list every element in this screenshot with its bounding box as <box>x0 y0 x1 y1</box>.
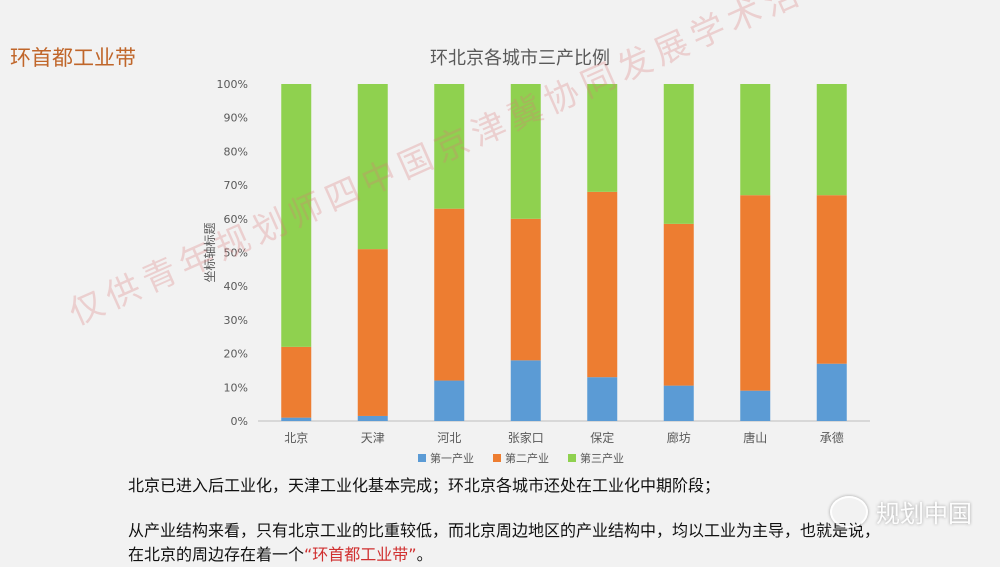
bar-segment <box>357 415 388 421</box>
x-tick-label: 河北 <box>437 431 461 445</box>
y-tick-label: 100% <box>217 78 248 91</box>
paragraph-structure: 从产业结构来看，只有北京工业的比重较低，而北京周边地区的产业结构中，均以工业为主… <box>128 519 888 567</box>
x-tick-label: 唐山 <box>743 430 767 445</box>
bar-segment <box>816 195 847 364</box>
legend-label: 第一产业 <box>430 451 474 465</box>
bar-segment <box>434 84 465 209</box>
legend-swatch <box>418 454 426 462</box>
highlight-term: “环首都工业带” <box>304 545 417 564</box>
y-axis-label: 坐标轴标题 <box>202 222 217 282</box>
bar-segment <box>434 208 465 381</box>
legend-label: 第二产业 <box>505 451 549 465</box>
y-tick-label: 40% <box>224 280 248 293</box>
bar-segment <box>740 84 771 196</box>
chart-title: 环北京各城市三产比例 <box>430 48 610 69</box>
y-tick-label: 70% <box>224 179 248 192</box>
x-tick-label: 廊坊 <box>667 430 691 445</box>
brand-badge: 规划中国 <box>830 494 972 529</box>
bar-segment <box>510 218 541 361</box>
bar-segment <box>434 380 465 421</box>
paragraph-structure-end: 。 <box>416 545 433 564</box>
bar-segment <box>740 390 771 421</box>
x-tick-label: 保定 <box>590 430 614 445</box>
legend-swatch <box>568 454 576 462</box>
y-tick-label: 90% <box>224 112 248 125</box>
bar-segment <box>663 385 694 421</box>
y-tick-label: 30% <box>224 314 248 327</box>
bar-segment <box>357 249 388 416</box>
bar-segment <box>816 363 847 421</box>
bar-segment <box>587 84 618 192</box>
x-tick-label: 天津 <box>361 431 385 445</box>
legend-label: 第三产业 <box>580 451 624 465</box>
y-tick-label: 20% <box>224 348 248 361</box>
y-tick-label: 60% <box>224 213 248 226</box>
slide-title: 环首都工业带 <box>10 46 136 70</box>
paragraph-summary: 北京已进入后工业化，天津工业化基本完成；环北京各城市还处在工业化中期阶段； <box>128 476 721 495</box>
y-tick-label: 10% <box>224 381 248 394</box>
bar-segment <box>281 84 312 347</box>
bar-segment <box>740 195 771 391</box>
bar-segment <box>281 346 312 418</box>
y-tick-label: 0% <box>231 415 248 428</box>
wechat-icon <box>830 495 868 528</box>
x-tick-label: 承德 <box>820 430 844 445</box>
bar-segment <box>663 223 694 386</box>
paragraph-structure-text: 从产业结构来看，只有北京工业的比重较低，而北京周边地区的产业结构中，均以工业为主… <box>128 521 881 564</box>
bar-segment <box>281 417 312 421</box>
bar-segment <box>816 84 847 196</box>
bar-segment <box>357 84 388 250</box>
y-tick-label: 50% <box>224 247 248 260</box>
x-tick-label: 北京 <box>284 431 308 445</box>
legend-swatch <box>493 454 501 462</box>
bar-segment <box>510 84 541 219</box>
bar-segment <box>663 84 694 224</box>
bar-segment <box>587 377 618 421</box>
brand-name: 规划中国 <box>876 500 972 528</box>
bar-segment <box>587 191 618 378</box>
x-tick-label: 张家口 <box>508 430 544 445</box>
y-tick-label: 80% <box>224 145 248 158</box>
bar-segment <box>510 360 541 421</box>
